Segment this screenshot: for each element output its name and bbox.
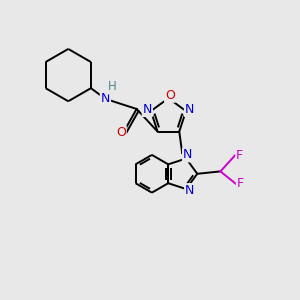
Text: H: H [108, 80, 116, 94]
Text: N: N [183, 148, 192, 161]
Text: O: O [165, 89, 175, 102]
Text: N: N [101, 92, 110, 105]
Text: N: N [185, 184, 194, 197]
Text: N: N [142, 103, 152, 116]
Text: F: F [236, 148, 243, 162]
Text: N: N [185, 103, 194, 116]
Text: F: F [237, 177, 244, 190]
Text: O: O [116, 126, 126, 139]
